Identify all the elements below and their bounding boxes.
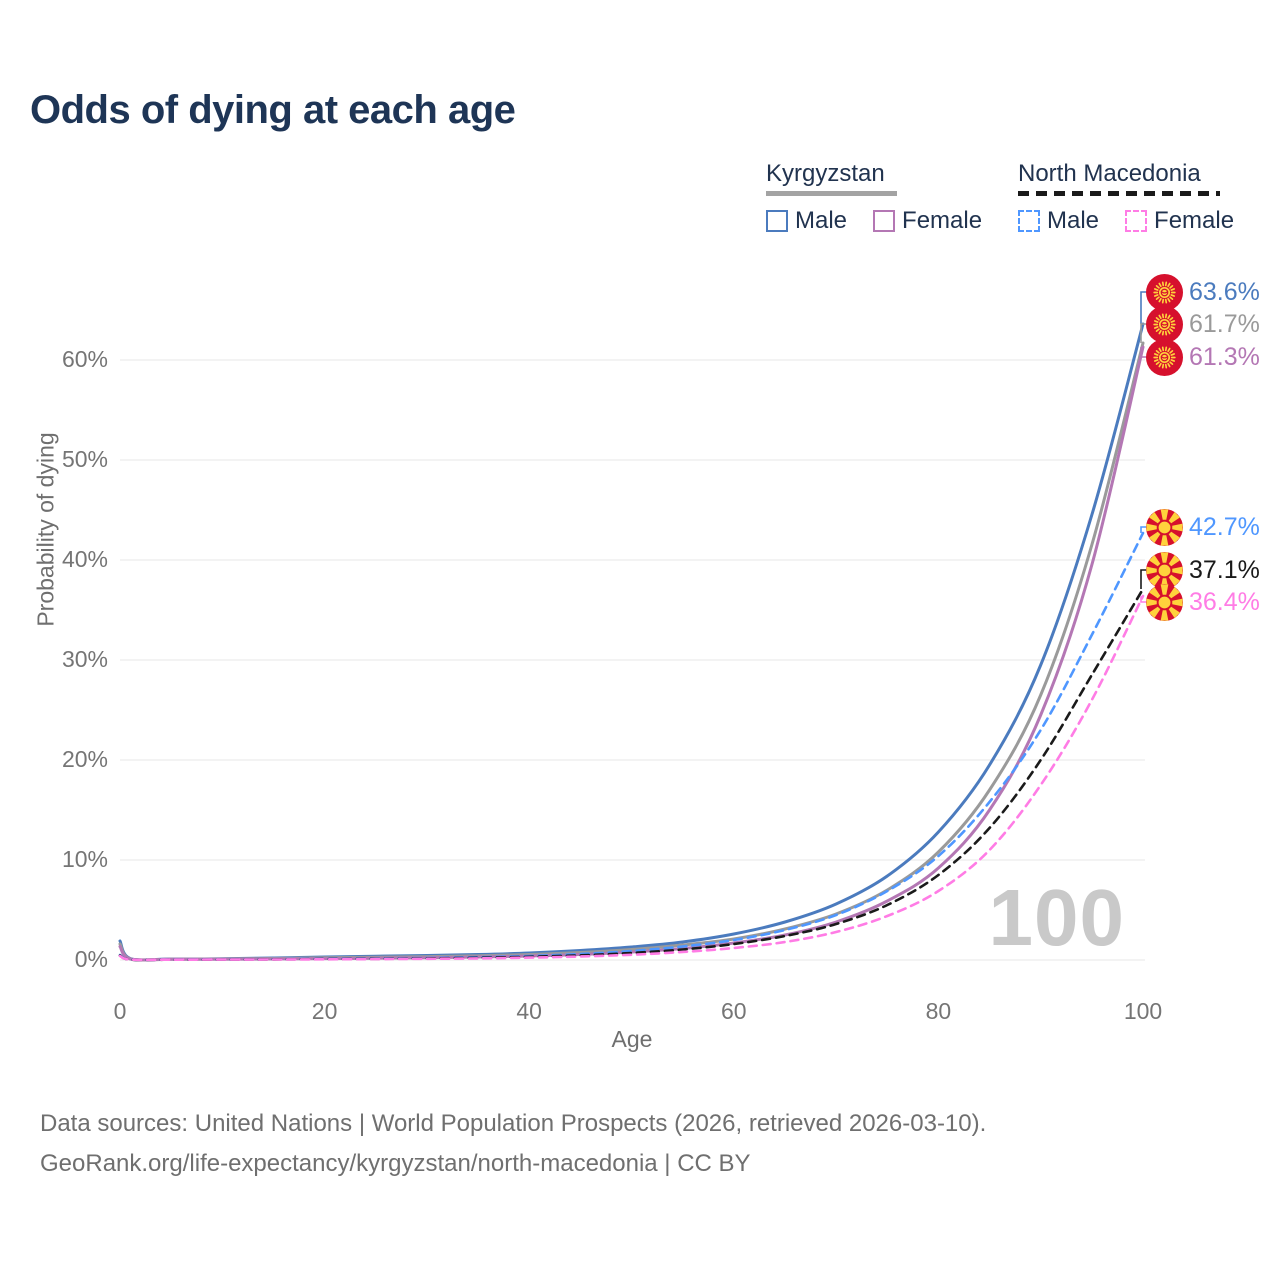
legend-country-label[interactable]: Kyrgyzstan xyxy=(766,160,885,187)
y-tick-label: 30% xyxy=(61,646,108,672)
y-tick-label: 0% xyxy=(74,946,108,972)
kyrgyzstan-flag-icon xyxy=(1146,274,1183,311)
x-tick-label: 20 xyxy=(311,998,338,1024)
series-line-north-macedonia-all[interactable] xyxy=(118,587,1145,962)
legend-swatch-icon xyxy=(1125,210,1148,232)
series-end-label-kyrgyzstan-all[interactable]: 61.7% xyxy=(1146,306,1260,343)
end-value-label: 63.6% xyxy=(1189,278,1260,306)
x-tick-label: 100 xyxy=(1123,998,1163,1024)
x-axis-title: Age xyxy=(611,1026,653,1052)
series-line-kyrgyzstan-male[interactable] xyxy=(118,322,1145,962)
series-end-label-north-macedonia-all[interactable]: 37.1% xyxy=(1146,552,1260,589)
label-leader-line xyxy=(1140,526,1147,533)
kyrgyzstan-flag-icon xyxy=(1146,339,1183,376)
series-line-kyrgyzstan-female[interactable] xyxy=(118,345,1145,962)
north-macedonia-flag-icon xyxy=(1146,584,1183,621)
legend-group-kyrgyzstan: Kyrgyzstan Male Female xyxy=(766,160,982,235)
legend-item-north-macedonia-male[interactable]: Male xyxy=(1018,207,1099,235)
label-leader-line xyxy=(1140,291,1147,324)
legend-item-kyrgyzstan-female[interactable]: Female xyxy=(873,207,982,235)
legend-item-label: Male xyxy=(795,207,848,234)
series-end-label-kyrgyzstan-female[interactable]: 61.3% xyxy=(1146,339,1260,376)
end-value-label: 61.7% xyxy=(1189,310,1260,338)
legend-item-label: Female xyxy=(1154,207,1235,234)
label-leader-line xyxy=(1140,347,1147,358)
end-value-label: 37.1% xyxy=(1189,556,1260,584)
x-tick-label: 0 xyxy=(113,998,127,1024)
end-value-label: 61.3% xyxy=(1189,343,1260,371)
y-tick-label: 60% xyxy=(61,346,108,372)
x-tick-label: 60 xyxy=(721,998,747,1024)
footer-url: GeoRank.org/life-expectancy/kyrgyzstan/n… xyxy=(40,1150,751,1177)
y-tick-label: 50% xyxy=(61,446,108,472)
series-line-kyrgyzstan-all[interactable] xyxy=(118,341,1145,962)
y-tick-label: 10% xyxy=(61,846,108,872)
legend-item-kyrgyzstan-male[interactable]: Male xyxy=(766,207,847,235)
legend-country-label[interactable]: North Macedonia xyxy=(1018,160,1201,187)
label-leader-line xyxy=(1140,596,1147,603)
footer: Data sources: United Nations | World Pop… xyxy=(40,1104,986,1184)
legend-item-label: Male xyxy=(1047,207,1100,234)
legend-group-north-macedonia: North Macedonia Male Female xyxy=(1018,160,1234,235)
series-line-north-macedonia-female[interactable] xyxy=(118,594,1145,962)
kyrgyzstan-flag-icon xyxy=(1146,306,1183,343)
legend-item-label: Female xyxy=(902,207,983,234)
label-leader-line xyxy=(1140,323,1147,343)
legend-swatch-icon xyxy=(766,210,788,232)
x-tick-label: 80 xyxy=(925,998,952,1024)
y-tick-label: 40% xyxy=(61,546,108,572)
legend-country-line-sample xyxy=(1018,191,1220,196)
north-macedonia-flag-icon xyxy=(1146,552,1183,589)
legend-item-north-macedonia-female[interactable]: Female xyxy=(1125,207,1234,235)
y-tick-label: 20% xyxy=(61,746,108,772)
label-leader-line xyxy=(1140,569,1147,589)
series-end-label-north-macedonia-male[interactable]: 42.7% xyxy=(1146,509,1260,546)
series-end-label-kyrgyzstan-male[interactable]: 63.6% xyxy=(1146,274,1260,311)
series-line-north-macedonia-male[interactable] xyxy=(118,531,1145,962)
end-value-label: 36.4% xyxy=(1189,588,1260,616)
series-end-label-north-macedonia-female[interactable]: 36.4% xyxy=(1146,584,1260,621)
north-macedonia-flag-icon xyxy=(1146,509,1183,546)
footer-data-sources: Data sources: United Nations | World Pop… xyxy=(40,1110,987,1137)
legend-swatch-icon xyxy=(1018,210,1040,232)
x-tick-label: 40 xyxy=(516,998,542,1024)
legend-country-line-sample xyxy=(766,191,897,196)
age-counter-watermark: 100 xyxy=(988,873,1125,962)
legend-swatch-icon xyxy=(873,210,896,232)
page-title: Odds of dying at each age xyxy=(30,88,516,132)
end-value-label: 42.7% xyxy=(1189,513,1260,541)
